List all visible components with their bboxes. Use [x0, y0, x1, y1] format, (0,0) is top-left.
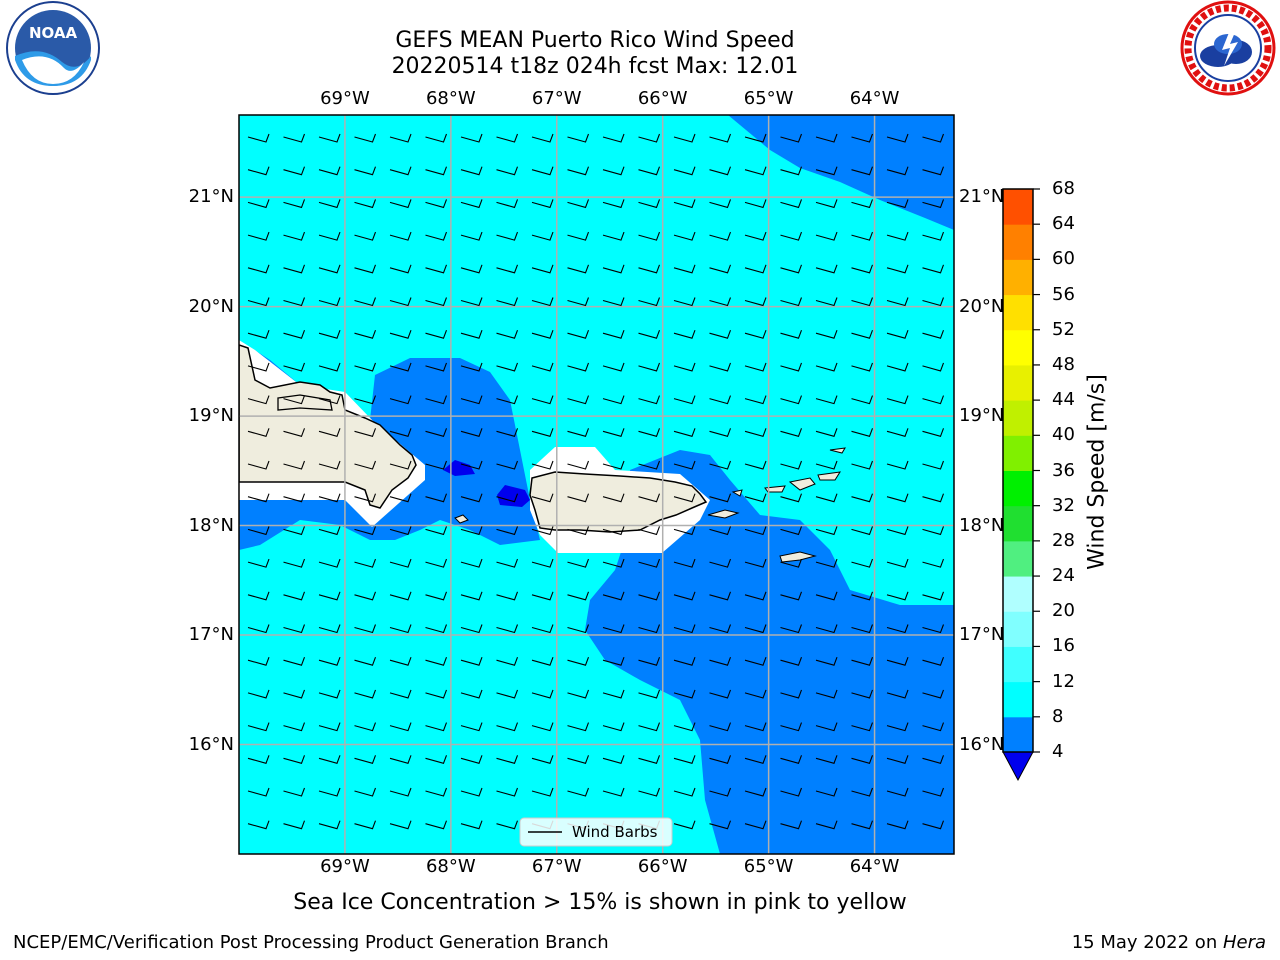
- sea-ice-footnote: Sea Ice Concentration > 15% is shown in …: [293, 890, 907, 915]
- lon-label-top: 65°W: [729, 89, 809, 109]
- colorbar-segment: [1003, 295, 1033, 331]
- colorbar-label: Wind Speed [m/s]: [1085, 374, 1110, 570]
- colorbar-segment: [1003, 189, 1033, 225]
- colorbar-segment: [1003, 365, 1033, 401]
- footer-host: Hera: [1223, 932, 1266, 953]
- colorbar-tick-label: 8: [1052, 707, 1063, 727]
- lon-label-bottom: 66°W: [623, 857, 703, 877]
- colorbar-segment: [1003, 224, 1033, 260]
- colorbar-tick-label: 16: [1052, 636, 1075, 656]
- lat-label-left: 21°N: [154, 187, 234, 207]
- colorbar-tick-label: 20: [1052, 601, 1075, 621]
- colorbar-segment: [1003, 576, 1033, 612]
- map-legend: Wind Barbs: [520, 818, 672, 846]
- colorbar-segment: [1003, 506, 1033, 542]
- colorbar-segment: [1003, 330, 1033, 366]
- lon-label-top: 68°W: [411, 89, 491, 109]
- lon-label-top: 66°W: [623, 89, 703, 109]
- colorbar-tick-label: 60: [1052, 249, 1075, 269]
- lat-label-right: 21°N: [959, 187, 1004, 207]
- lat-label-right: 18°N: [959, 516, 1004, 536]
- colorbar-tick-label: 56: [1052, 285, 1075, 305]
- legend-label: Wind Barbs: [572, 823, 658, 841]
- wind-field: [239, 115, 954, 854]
- colorbar-tick-label: 12: [1052, 672, 1075, 692]
- lon-label-bottom: 67°W: [517, 857, 597, 877]
- lat-label-right: 19°N: [959, 406, 1004, 426]
- colorbar-tick-label: 52: [1052, 320, 1075, 340]
- lon-label-top: 69°W: [305, 89, 385, 109]
- colorbar-extend-triangle: [1003, 752, 1033, 780]
- lon-label-bottom: 64°W: [835, 857, 915, 877]
- colorbar-tick-label: 32: [1052, 496, 1075, 516]
- lat-label-left: 17°N: [154, 625, 234, 645]
- colorbar-tick-label: 40: [1052, 425, 1075, 445]
- colorbar-tick-label: 48: [1052, 355, 1075, 375]
- footer-date-text: 15 May 2022 on: [1072, 932, 1223, 953]
- lat-label-left: 19°N: [154, 406, 234, 426]
- colorbar-segment: [1003, 435, 1033, 471]
- colorbar-segment: [1003, 400, 1033, 436]
- footer-date: 15 May 2022 on Hera: [1072, 932, 1266, 954]
- colorbar-segment: [1003, 611, 1033, 647]
- lat-label-left: 16°N: [154, 735, 234, 755]
- colorbar-segment: [1003, 541, 1033, 577]
- lon-label-bottom: 69°W: [305, 857, 385, 877]
- lon-label-top: 67°W: [517, 89, 597, 109]
- colorbar-segment: [1003, 682, 1033, 718]
- colorbar-segment: [1003, 646, 1033, 682]
- lon-label-top: 64°W: [835, 89, 915, 109]
- colorbar-tick-label: 64: [1052, 214, 1075, 234]
- colorbar-segment: [1003, 259, 1033, 295]
- colorbar-segment: [1003, 717, 1033, 753]
- colorbar-tick-label: 28: [1052, 531, 1075, 551]
- lon-label-bottom: 65°W: [729, 857, 809, 877]
- colorbar-tick-label: 4: [1052, 742, 1063, 762]
- footer-credit: NCEP/EMC/Verification Post Processing Pr…: [13, 932, 609, 954]
- colorbar-segment: [1003, 471, 1033, 507]
- lat-label-right: 16°N: [959, 735, 1004, 755]
- lat-label-left: 18°N: [154, 516, 234, 536]
- lat-label-left: 20°N: [154, 297, 234, 317]
- colorbar-tick-label: 44: [1052, 390, 1075, 410]
- lat-label-right: 17°N: [959, 625, 1004, 645]
- lon-label-bottom: 68°W: [411, 857, 491, 877]
- lat-label-right: 20°N: [959, 297, 1004, 317]
- colorbar: [1003, 189, 1040, 780]
- colorbar-tick-label: 24: [1052, 566, 1075, 586]
- colorbar-tick-label: 68: [1052, 179, 1075, 199]
- colorbar-tick-label: 36: [1052, 461, 1075, 481]
